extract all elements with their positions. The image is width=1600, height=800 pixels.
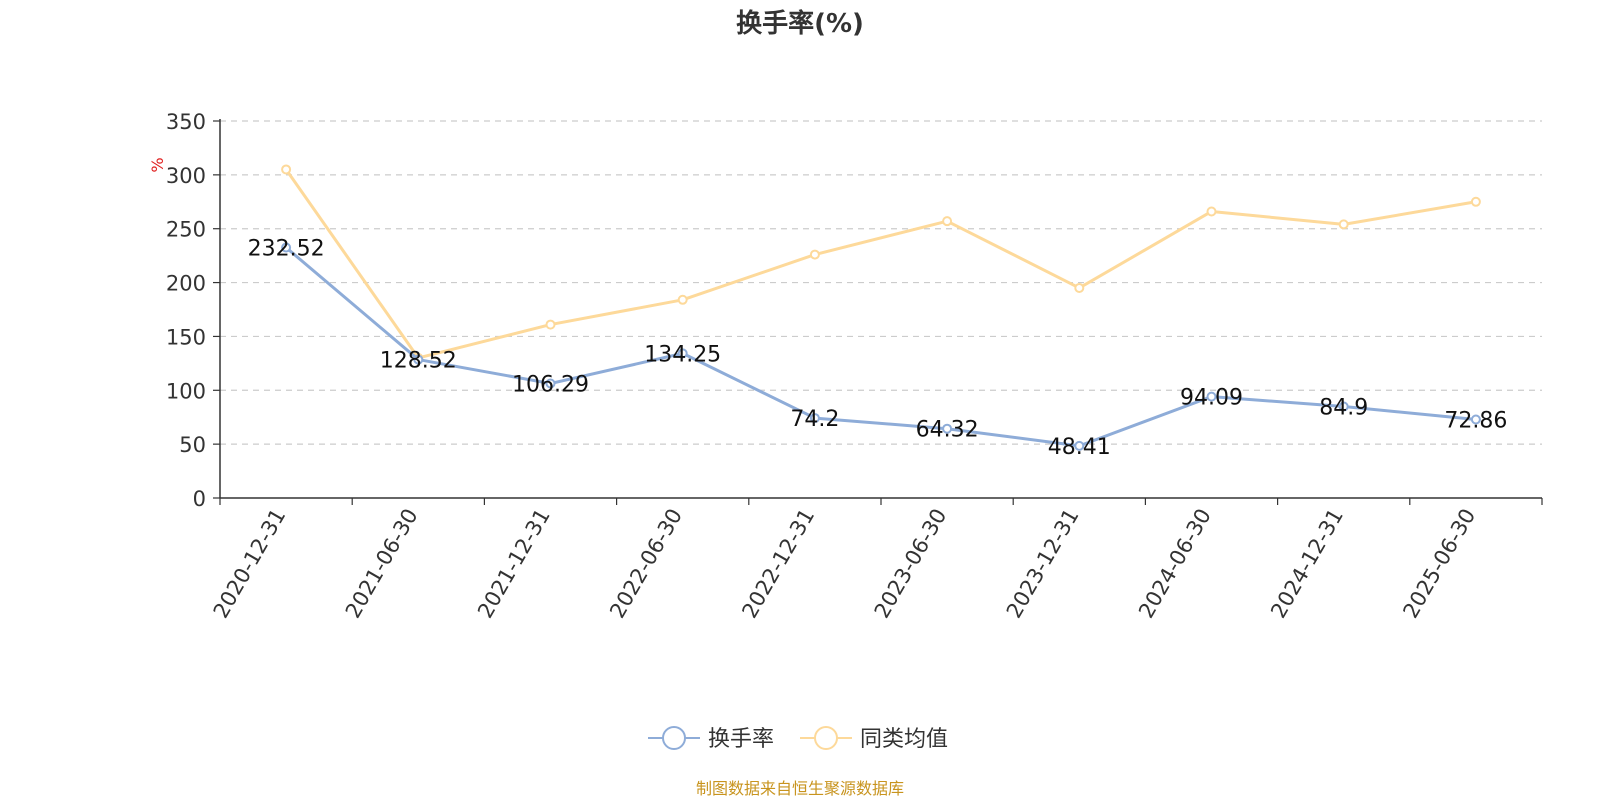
data-point-turnover [1338, 401, 1349, 412]
data-point-peer-average [1470, 196, 1481, 207]
data-label-turnover: 106.29 [512, 373, 589, 398]
legend-marker-turnover [662, 726, 686, 750]
data-point-peer-average [1338, 219, 1349, 230]
data-labels: 232.52 128.52 106.29 134.25 74.2 64.32 48.41 94… [248, 237, 1508, 460]
y-tick-label: 200 [166, 272, 206, 296]
x-tick-label: 2020-12-31 [209, 505, 291, 623]
y-tick-label: 250 [166, 218, 206, 242]
data-point-turnover [677, 348, 688, 359]
data-point-turnover [1074, 440, 1085, 451]
data-point-turnover [545, 378, 556, 389]
data-label-turnover: 72.86 [1444, 409, 1507, 434]
legend: 换手率 同类均值 [648, 726, 948, 752]
legend-marker-peer-average [814, 726, 838, 750]
data-point-peer-average [677, 294, 688, 305]
y-tick-label: 150 [166, 325, 206, 349]
data-label-turnover: 128.52 [380, 349, 457, 374]
x-tick-label: 2024-12-31 [1266, 505, 1348, 623]
data-label-turnover: 74.2 [790, 407, 839, 432]
axes: 0 50 100 150 200 250 300 350 2020-12-31 2021-06-3… [166, 110, 1543, 623]
data-point-turnover [942, 423, 953, 434]
x-tick-label: 2023-12-31 [1002, 505, 1084, 623]
data-point-turnover [413, 354, 424, 365]
data-point-turnover [1206, 391, 1217, 402]
x-tick-label: 2022-12-31 [737, 505, 819, 623]
data-point-turnover [809, 413, 820, 424]
x-tick-label: 2023-06-30 [870, 505, 952, 623]
data-point-peer-average [1074, 282, 1085, 293]
data-point-turnover [281, 242, 292, 253]
data-point-peer-average [545, 319, 556, 330]
series-lines [281, 164, 1481, 451]
series-line-peer-average [284, 168, 1477, 360]
x-tick-label: 2021-12-31 [473, 505, 555, 623]
data-label-turnover: 48.41 [1048, 435, 1111, 460]
data-point-peer-average [281, 164, 292, 175]
data-label-turnover: 232.52 [248, 237, 325, 262]
data-point-peer-average [1206, 206, 1217, 217]
x-tick-label: 2021-06-30 [341, 505, 423, 623]
y-tick-label: 0 [193, 487, 206, 511]
chart-title: 换手率(%) [736, 8, 864, 39]
legend-label-peer-average: 同类均值 [860, 727, 948, 752]
data-point-peer-average [809, 249, 820, 260]
x-tick-label: 2022-06-30 [605, 505, 687, 623]
x-tick-label: 2024-06-30 [1134, 505, 1216, 623]
data-label-turnover: 94.09 [1180, 386, 1243, 411]
y-tick-label: 350 [166, 110, 206, 134]
y-tick-label: 100 [166, 379, 206, 403]
data-label-turnover: 84.9 [1319, 396, 1368, 421]
legend-item-peer-average[interactable]: 同类均值 [800, 726, 948, 752]
y-axis-unit-label: % [148, 157, 167, 172]
y-tick-label: 300 [166, 164, 206, 188]
data-label-turnover: 64.32 [916, 418, 979, 443]
legend-item-turnover[interactable]: 换手率 [648, 726, 774, 752]
legend-label-turnover: 换手率 [708, 727, 774, 752]
source-note: 制图数据来自恒生聚源数据库 [696, 779, 904, 798]
grid-lines [220, 120, 1542, 445]
series-line-turnover [285, 246, 1477, 448]
data-point-turnover [1470, 414, 1481, 425]
data-point-peer-average [942, 216, 953, 227]
data-label-turnover: 134.25 [644, 342, 721, 367]
x-tick-label: 2025-06-30 [1398, 505, 1480, 623]
y-tick-label: 50 [179, 433, 206, 457]
